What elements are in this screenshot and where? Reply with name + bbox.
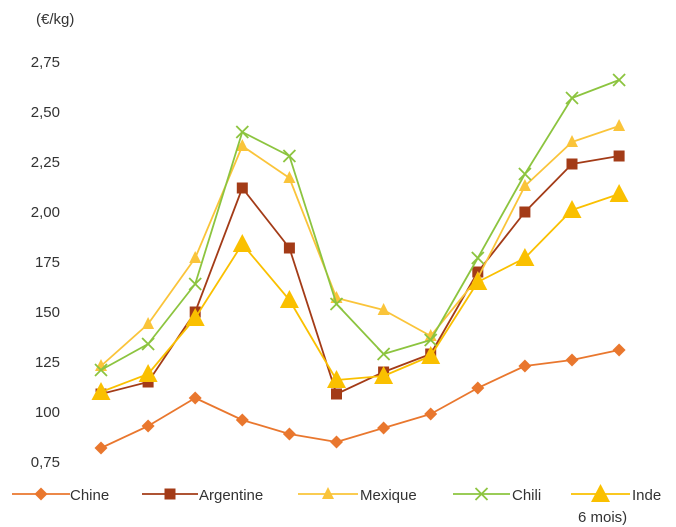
y-axis-unit-label: (€/kg)	[36, 11, 74, 28]
y-tick-label: 125	[35, 354, 60, 371]
y-tick-label: 175	[35, 254, 60, 271]
data-point	[424, 333, 438, 347]
legend-label: Chili	[512, 487, 541, 504]
data-point	[185, 308, 205, 326]
data-point	[142, 317, 155, 329]
data-point	[377, 303, 390, 315]
legend-item-argentine: Argentine	[142, 487, 263, 504]
data-point	[283, 242, 295, 254]
series-line	[100, 79, 620, 371]
data-point	[188, 277, 202, 291]
series-line	[100, 349, 620, 449]
series-mexique	[95, 119, 626, 371]
data-point	[141, 337, 155, 351]
data-point	[565, 91, 579, 105]
data-point	[471, 251, 485, 265]
legend-marker	[322, 487, 334, 499]
series-line	[100, 193, 620, 393]
data-point	[374, 366, 394, 384]
data-point	[282, 427, 296, 441]
data-point	[236, 139, 249, 151]
legend-marker	[164, 488, 176, 500]
legend-marker	[591, 484, 610, 502]
data-point	[91, 382, 111, 400]
data-point	[421, 346, 441, 364]
series-line	[100, 155, 620, 395]
data-point	[232, 234, 252, 252]
data-point	[613, 119, 626, 131]
y-tick-label: 100	[35, 404, 60, 421]
data-point	[235, 413, 249, 427]
data-point	[471, 381, 485, 395]
data-point	[566, 135, 578, 147]
data-point	[518, 167, 532, 181]
data-point	[279, 290, 299, 308]
data-point	[613, 150, 625, 162]
legend-label: Chine	[70, 487, 109, 504]
data-point	[235, 125, 249, 139]
y-tick-label: 2,50	[31, 104, 60, 121]
legend-label: Argentine	[199, 487, 263, 504]
y-tick-label: 2,25	[31, 154, 60, 171]
legend-marker	[34, 487, 48, 501]
data-point	[94, 363, 108, 377]
y-tick-label: 0,75	[31, 454, 60, 471]
series-argentine	[95, 150, 625, 400]
data-point	[331, 388, 342, 400]
legend-item-chine: Chine	[12, 487, 109, 504]
data-point	[518, 179, 531, 191]
data-point	[94, 441, 108, 455]
data-point	[327, 370, 346, 388]
data-point	[519, 206, 531, 218]
data-point	[282, 149, 297, 163]
legend-label: Mexique	[360, 487, 417, 504]
data-point	[612, 73, 626, 87]
legend-marker	[474, 487, 489, 501]
data-point	[562, 200, 582, 218]
data-point	[283, 171, 296, 183]
y-tick-label: 150	[35, 304, 60, 321]
y-axis-ticks: 0,75 100 125 150 175 2,00 2,25 2,50 2,75	[31, 54, 60, 471]
y-tick-label: 2,75	[31, 54, 60, 71]
y-tick-label: 2,00	[31, 204, 60, 221]
legend-note: 6 mois)	[578, 509, 627, 526]
data-point	[424, 407, 438, 421]
series-inde	[91, 184, 629, 400]
data-point	[376, 347, 391, 361]
series-chili	[94, 73, 626, 377]
data-point	[236, 182, 248, 194]
data-point	[565, 353, 579, 367]
data-point	[612, 343, 626, 357]
data-point	[138, 364, 158, 382]
data-point	[141, 419, 155, 433]
series-line	[100, 125, 620, 367]
legend-item-inde: Inde 6 mois)	[571, 484, 661, 526]
legend-label: Inde	[632, 487, 661, 504]
data-point	[188, 391, 202, 405]
data-point	[468, 272, 488, 290]
data-point	[329, 297, 344, 311]
series-layer	[91, 73, 629, 455]
data-point	[609, 184, 629, 202]
data-point	[330, 435, 343, 449]
data-point	[518, 359, 532, 373]
legend-item-mexique: Mexique	[298, 487, 417, 504]
series-chine	[94, 343, 626, 455]
legend-item-chili: Chili	[453, 487, 541, 504]
data-point	[377, 421, 391, 435]
data-point	[515, 248, 535, 266]
data-point	[566, 158, 578, 170]
data-point	[189, 251, 202, 263]
legend: Chine Argentine Mexique Chili Inde 6 mois)	[12, 484, 661, 526]
